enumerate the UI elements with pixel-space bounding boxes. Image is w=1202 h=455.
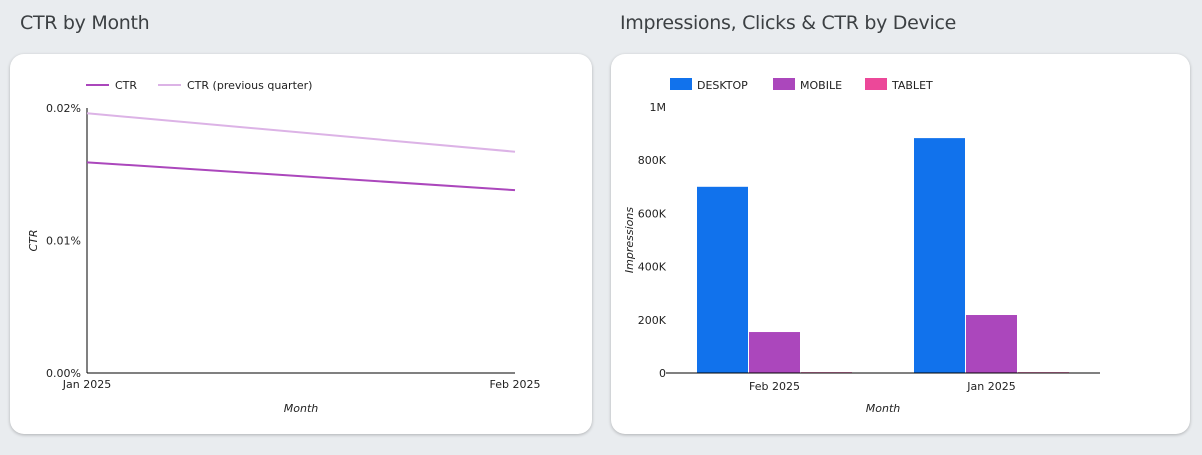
y-tick-label: 600K	[638, 207, 667, 220]
y-tick-label: 1M	[650, 101, 667, 114]
bar-mobile	[749, 332, 800, 373]
legend-label: TABLET	[891, 79, 933, 92]
x-axis-title: Month	[866, 402, 901, 415]
device-bar-chart: DESKTOP MOBILE TABLET 0 200K 400K 600K 800K 1M Fe…	[623, 78, 1100, 415]
line-chart-title: CTR by Month	[20, 12, 150, 34]
bar-desktop	[914, 138, 965, 373]
x-tick-label: Jan 2025	[62, 378, 111, 391]
y-tick-label: 400K	[638, 261, 667, 274]
x-axis-title: Month	[284, 402, 319, 415]
bar-desktop	[697, 186, 748, 373]
legend-label: CTR (previous quarter)	[187, 79, 312, 92]
series-line-ctr	[86, 161, 516, 192]
y-axis-title: Impressions	[623, 207, 636, 273]
legend-label: CTR	[115, 79, 137, 92]
y-tick-label: 0.01%	[46, 235, 81, 248]
series-line-ctr-previous-quarter-	[86, 112, 516, 153]
bar-mobile	[966, 315, 1017, 373]
legend-swatch	[670, 78, 692, 90]
legend-label: MOBILE	[800, 79, 842, 92]
x-tick-label: Feb 2025	[749, 380, 800, 393]
y-tick-label: 800K	[638, 154, 667, 167]
y-axis-title: CTR	[27, 229, 40, 251]
bar-chart-title: Impressions, Clicks & CTR by Device	[620, 12, 956, 34]
legend-label: DESKTOP	[697, 79, 748, 92]
y-tick-label: 0.02%	[46, 102, 81, 115]
legend-swatch	[865, 78, 887, 90]
x-tick-label: Jan 2025	[966, 380, 1015, 393]
x-tick-label: Feb 2025	[490, 378, 541, 391]
ctr-by-month-card: CTR CTR (previous quarter) 0.00% 0.01% 0.02%…	[10, 54, 592, 434]
y-tick-label: 0	[659, 367, 666, 380]
ctr-line-chart: CTR CTR (previous quarter) 0.00% 0.01% 0.02%…	[27, 79, 541, 415]
y-tick-label: 200K	[638, 314, 667, 327]
device-bar-card: DESKTOP MOBILE TABLET 0 200K 400K 600K 800K 1M Fe…	[611, 54, 1190, 434]
legend-swatch	[773, 78, 795, 90]
y-tick-label: 0.00%	[46, 367, 81, 380]
